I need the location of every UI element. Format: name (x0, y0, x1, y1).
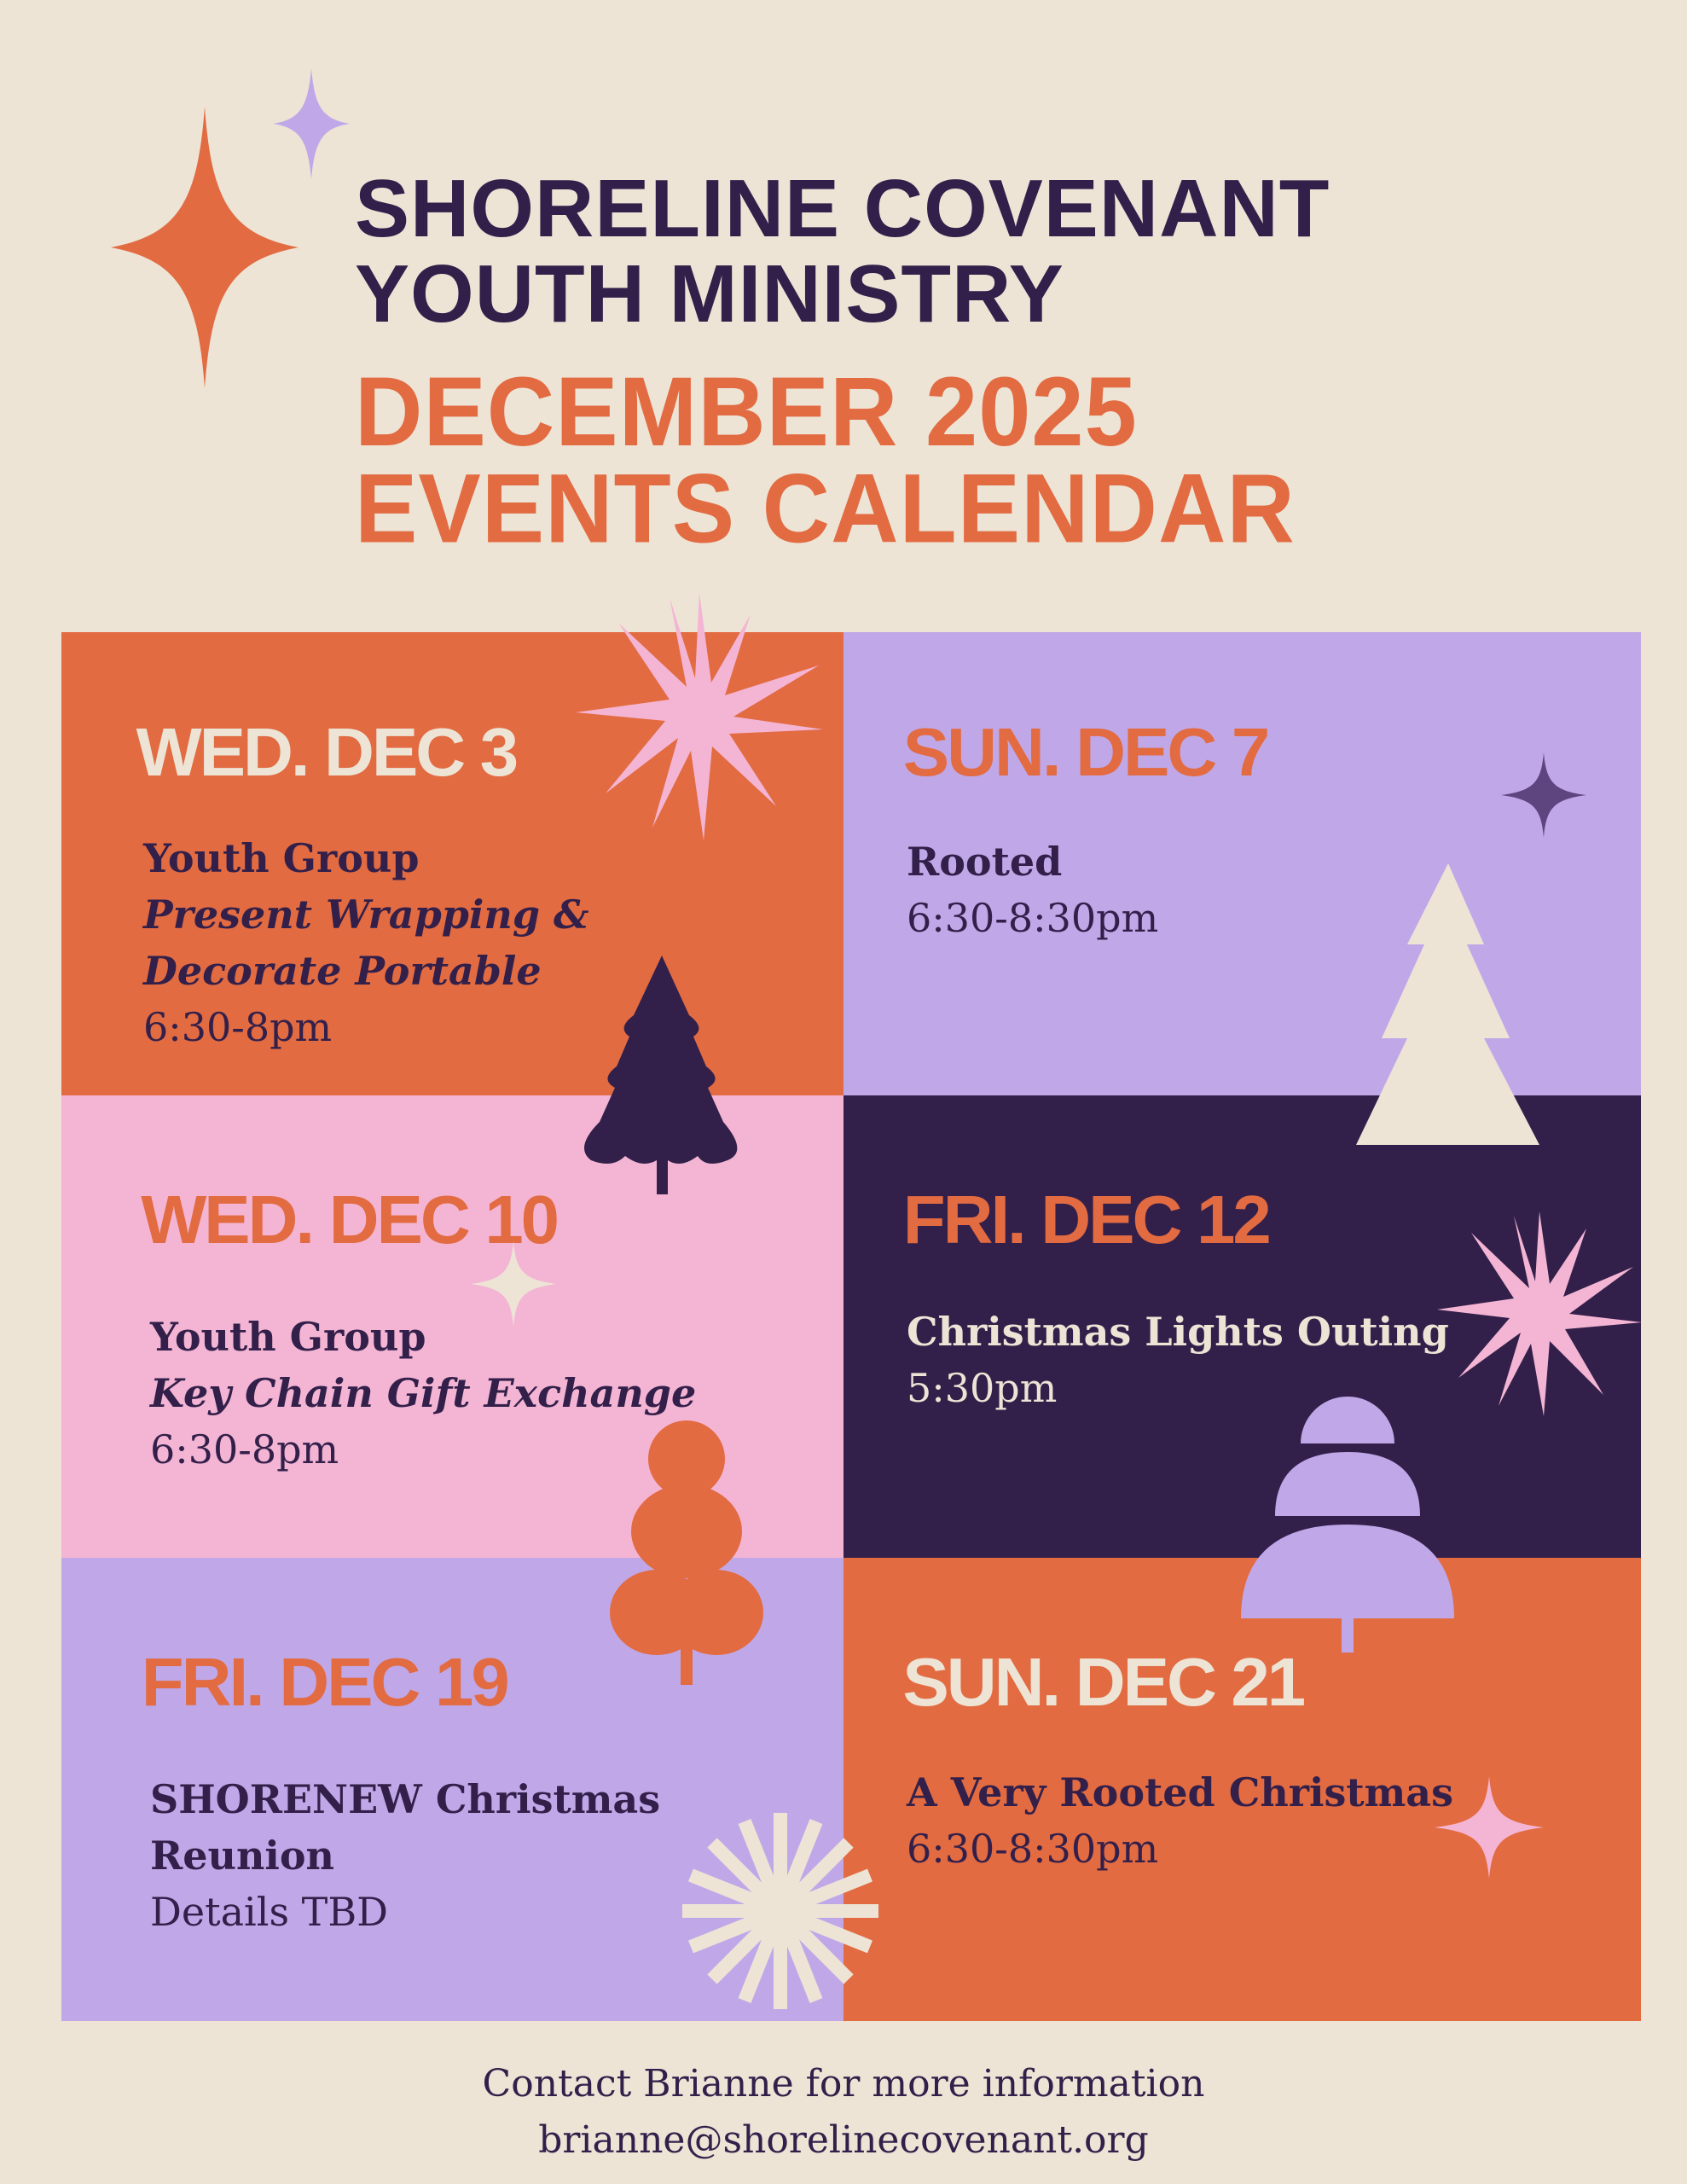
event-time: 6:30-8pm (143, 1004, 333, 1050)
snowflake-icon (682, 1813, 878, 2009)
event-details: SHORENEW Christmas Reunion Details TBD (150, 1771, 660, 1940)
event-time: 6:30-8pm (150, 1426, 339, 1472)
event-title: SHORENEW Christmas (150, 1776, 661, 1822)
org-name-line2: YOUTH MINISTRY (355, 248, 1064, 340)
contact-email[interactable]: brianne@shorelinecovenant.org (538, 2118, 1149, 2162)
sparkle-icon (273, 68, 350, 179)
event-time: 6:30-8:30pm (907, 895, 1159, 941)
event-subtitle: Present Wrapping & (143, 892, 589, 938)
event-date: WED. DEC 3 (136, 714, 519, 790)
event-title: A Very Rooted Christmas (907, 1769, 1453, 1815)
event-title: Reunion (150, 1833, 334, 1879)
starburst-icon (1437, 1211, 1642, 1416)
event-date: SUN. DEC 7 (902, 714, 1270, 790)
org-name: SHORELINE COVENANT YOUTH MINISTRY (355, 166, 1330, 337)
event-title: Rooted (907, 839, 1063, 885)
event-title: Youth Group (150, 1314, 426, 1360)
footer-contact: Contact Brianne for more information bri… (0, 2056, 1687, 2169)
starburst-icon (576, 593, 823, 840)
sparkle-icon (471, 1241, 556, 1327)
title-line1: DECEMBER 2025 (355, 357, 1138, 468)
event-subtitle: Decorate Portable (143, 948, 542, 994)
event-time: 6:30-8:30pm (907, 1826, 1159, 1872)
event-date: SUN. DEC 21 (902, 1644, 1306, 1720)
org-name-line1: SHORELINE COVENANT (355, 163, 1330, 254)
christmas-tree-icon (584, 956, 738, 1194)
event-time: 5:30pm (907, 1365, 1058, 1411)
event-subtitle: Key Chain Gift Exchange (150, 1370, 697, 1416)
sparkle-icon (1501, 752, 1586, 838)
event-time: Details TBD (150, 1889, 389, 1935)
title-line2: EVENTS CALENDAR (355, 453, 1296, 564)
sparkle-icon (1435, 1776, 1544, 1879)
event-details: Christmas Lights Outing 5:30pm (907, 1304, 1449, 1416)
event-title: Youth Group (143, 835, 420, 881)
event-date: FRI. DEC 12 (902, 1182, 1272, 1258)
event-date: WED. DEC 10 (141, 1182, 559, 1258)
contact-text: Contact Brianne for more information (482, 2062, 1205, 2106)
event-cell-dec-7: SUN. DEC 7 Rooted 6:30-8:30pm (844, 632, 1641, 1095)
event-title: Christmas Lights Outing (907, 1309, 1449, 1355)
page-title: DECEMBER 2025 EVENTS CALENDAR (355, 363, 1296, 558)
event-details: Rooted 6:30-8:30pm (907, 834, 1158, 946)
sparkle-icon (111, 107, 299, 388)
christmas-tree-icon (1356, 863, 1539, 1145)
event-details: Youth Group Key Chain Gift Exchange 6:30… (150, 1309, 696, 1478)
event-details: Youth Group Present Wrapping & Decorate … (143, 830, 589, 1055)
christmas-tree-icon (1241, 1397, 1454, 1653)
event-details: A Very Rooted Christmas 6:30-8:30pm (907, 1764, 1453, 1877)
event-cell-dec-21: SUN. DEC 21 A Very Rooted Christmas 6:30… (844, 1558, 1641, 2021)
event-date: FRI. DEC 19 (141, 1644, 510, 1720)
ornament-tree-icon (610, 1420, 763, 1685)
